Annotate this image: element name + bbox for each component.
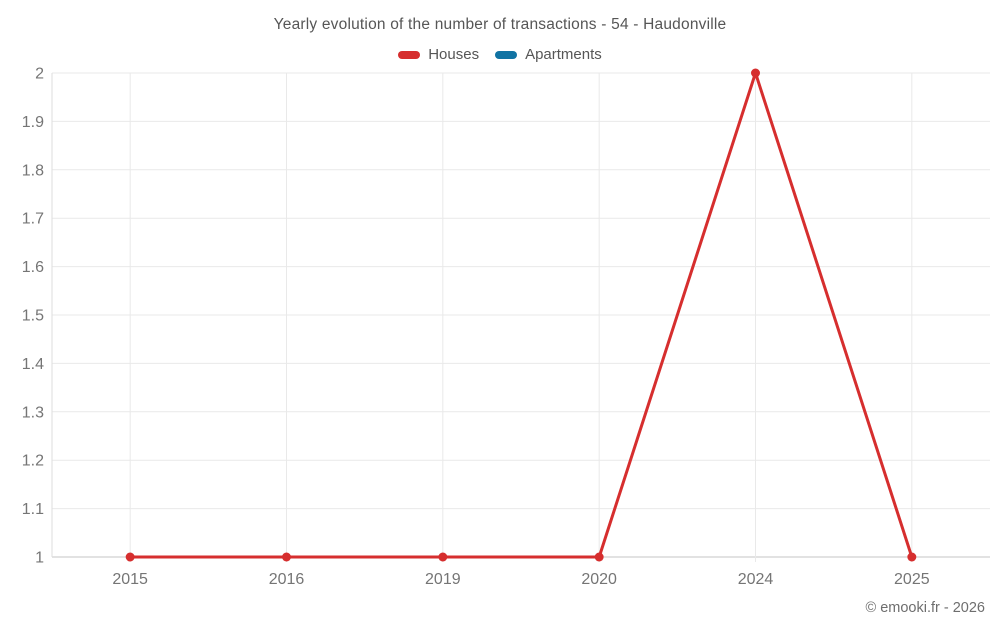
legend-label: Apartments — [525, 46, 602, 63]
legend-item-apartments[interactable]: Apartments — [495, 46, 602, 63]
y-axis-tick-label: 1.1 — [22, 501, 44, 518]
x-axis-tick-label: 2024 — [738, 571, 774, 588]
houses-data-point[interactable] — [125, 552, 135, 562]
copyright-footer: © emooki.fr - 2026 — [865, 600, 985, 616]
x-axis-tick-label: 2020 — [581, 571, 617, 588]
y-axis-tick-label: 1.8 — [22, 162, 44, 179]
y-axis-tick-label: 1.4 — [22, 356, 44, 373]
y-axis-tick-label: 1 — [35, 550, 44, 567]
chart-title: Yearly evolution of the number of transa… — [273, 16, 727, 33]
y-axis-tick-label: 1.3 — [22, 404, 44, 421]
x-axis-tick-label: 2016 — [269, 571, 305, 588]
legend-item-houses[interactable]: Houses — [398, 46, 479, 63]
houses-data-point[interactable] — [751, 68, 760, 78]
y-axis-tick-label: 2 — [35, 66, 44, 83]
legend-label: Houses — [428, 46, 480, 63]
x-axis-tick-label: 2019 — [425, 571, 461, 588]
houses-legend-swatch-icon — [398, 50, 421, 59]
houses-line-series — [128, 71, 914, 559]
y-axis-tick-label: 1.7 — [22, 211, 44, 228]
x-axis-tick-label: 2025 — [894, 571, 930, 588]
y-axis-tick-label: 1.5 — [22, 308, 44, 325]
y-axis-tick-label: 1.9 — [22, 114, 44, 131]
y-axis-tick-label: 1.6 — [22, 259, 44, 276]
houses-data-point[interactable] — [438, 552, 448, 562]
houses-data-point[interactable] — [907, 552, 917, 562]
houses-data-point[interactable] — [594, 552, 604, 562]
legend: Houses Apartments — [0, 46, 1000, 63]
apartments-legend-swatch-icon — [495, 50, 518, 59]
houses-data-point[interactable] — [282, 552, 291, 562]
x-axis-tick-label: 2015 — [112, 571, 148, 588]
y-axis-tick-label: 1.2 — [22, 453, 44, 470]
